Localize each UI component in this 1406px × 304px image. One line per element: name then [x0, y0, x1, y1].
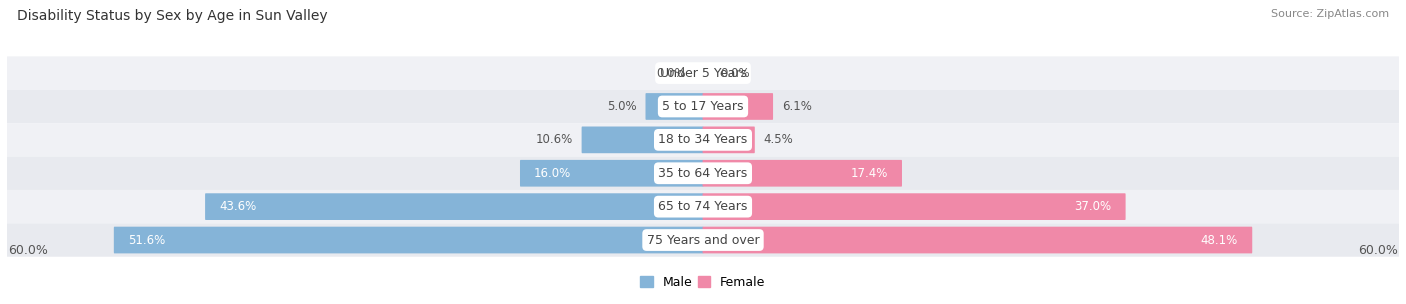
- FancyBboxPatch shape: [7, 223, 1399, 257]
- Text: 6.1%: 6.1%: [782, 100, 811, 113]
- FancyBboxPatch shape: [703, 160, 903, 187]
- FancyBboxPatch shape: [703, 93, 773, 120]
- Text: Under 5 Years: Under 5 Years: [659, 67, 747, 80]
- FancyBboxPatch shape: [205, 193, 703, 220]
- FancyBboxPatch shape: [7, 90, 1399, 123]
- FancyBboxPatch shape: [7, 123, 1399, 157]
- Text: 75 Years and over: 75 Years and over: [647, 233, 759, 247]
- FancyBboxPatch shape: [7, 56, 1399, 90]
- Text: 65 to 74 Years: 65 to 74 Years: [658, 200, 748, 213]
- Text: Source: ZipAtlas.com: Source: ZipAtlas.com: [1271, 9, 1389, 19]
- Text: 51.6%: 51.6%: [128, 233, 166, 247]
- Text: 5 to 17 Years: 5 to 17 Years: [662, 100, 744, 113]
- Text: 60.0%: 60.0%: [1358, 244, 1398, 257]
- Text: 17.4%: 17.4%: [851, 167, 887, 180]
- FancyBboxPatch shape: [520, 160, 703, 187]
- Text: 48.1%: 48.1%: [1201, 233, 1239, 247]
- Text: 35 to 64 Years: 35 to 64 Years: [658, 167, 748, 180]
- Text: 0.0%: 0.0%: [720, 67, 749, 80]
- FancyBboxPatch shape: [7, 190, 1399, 223]
- FancyBboxPatch shape: [7, 157, 1399, 190]
- Text: 5.0%: 5.0%: [607, 100, 637, 113]
- Text: 37.0%: 37.0%: [1074, 200, 1112, 213]
- Text: 43.6%: 43.6%: [219, 200, 256, 213]
- FancyBboxPatch shape: [703, 227, 1253, 254]
- FancyBboxPatch shape: [645, 93, 703, 120]
- Text: Disability Status by Sex by Age in Sun Valley: Disability Status by Sex by Age in Sun V…: [17, 9, 328, 23]
- FancyBboxPatch shape: [703, 126, 755, 153]
- Text: 16.0%: 16.0%: [534, 167, 571, 180]
- Legend: Male, Female: Male, Female: [641, 276, 765, 289]
- Text: 10.6%: 10.6%: [536, 133, 572, 146]
- FancyBboxPatch shape: [582, 126, 703, 153]
- Text: 4.5%: 4.5%: [763, 133, 793, 146]
- Text: 18 to 34 Years: 18 to 34 Years: [658, 133, 748, 146]
- FancyBboxPatch shape: [114, 227, 703, 254]
- Text: 0.0%: 0.0%: [657, 67, 686, 80]
- Text: 60.0%: 60.0%: [8, 244, 48, 257]
- FancyBboxPatch shape: [703, 193, 1126, 220]
